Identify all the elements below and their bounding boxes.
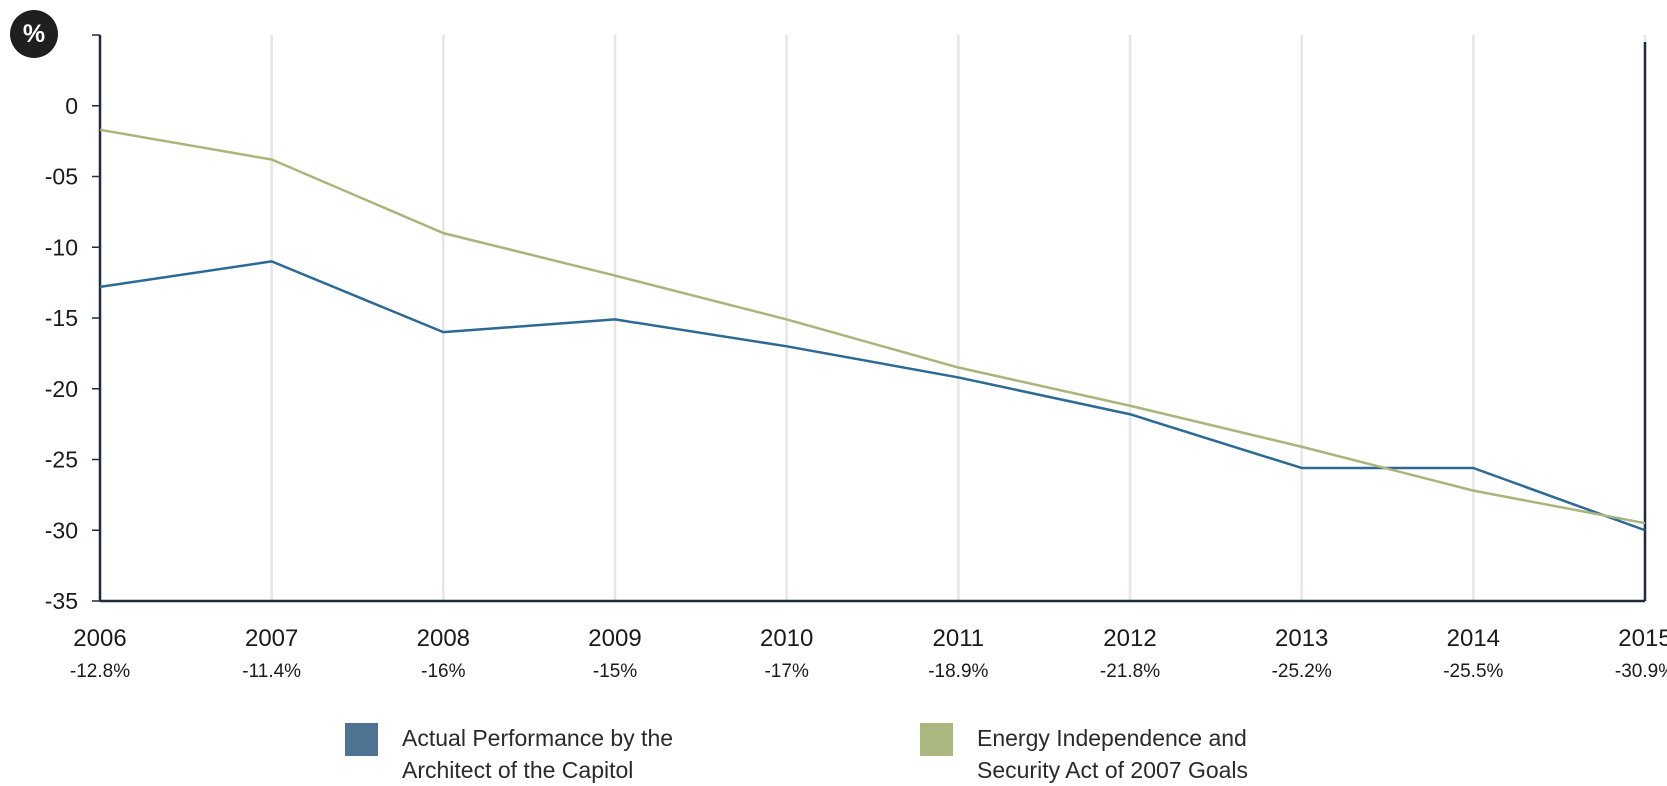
y-tick-label-3: -15 (45, 305, 78, 331)
y-tick-label-7: -35 (45, 588, 78, 614)
legend-item-goals: Energy Independence and Security Act of … (920, 722, 1248, 786)
x-tick-label-2008: 2008 (417, 625, 470, 652)
x-sublabel-2011: -18.9% (928, 661, 988, 682)
legend-label-goals: Energy Independence and Security Act of … (977, 722, 1248, 786)
x-sublabel-2010: -17% (764, 661, 808, 682)
percent-badge: % (10, 10, 58, 58)
legend-label-actual-line1: Actual Performance by the (402, 725, 674, 751)
legend-label-actual-line2: Architect of the Capitol (402, 757, 634, 783)
series-line-goals (99, 128, 1646, 525)
x-tick-label-2012: 2012 (1103, 625, 1156, 652)
x-tick-label-2013: 2013 (1275, 625, 1328, 652)
legend-label-goals-line2: Security Act of 2007 Goals (977, 757, 1249, 783)
x-sublabel-2013: -25.2% (1272, 661, 1332, 682)
x-sublabel-2009: -15% (593, 661, 637, 682)
y-tick-label-0: 0 (65, 93, 78, 119)
y-tick-label-4: -20 (45, 376, 78, 402)
series-line-actual (99, 260, 1646, 532)
x-sublabel-2006: -12.8% (70, 661, 130, 682)
x-tick-label-2010: 2010 (760, 625, 813, 652)
y-tick-label-5: -25 (45, 447, 78, 473)
x-tick-label-2014: 2014 (1447, 625, 1500, 652)
x-tick-label-2009: 2009 (588, 625, 641, 652)
x-sublabel-2007: -11.4% (242, 661, 301, 682)
x-sublabel-2012: -21.8% (1100, 661, 1160, 682)
legend-swatch-goals (920, 723, 953, 756)
y-tick-label-6: -30 (45, 517, 78, 543)
legend-swatch-actual (345, 723, 378, 756)
legend-label-goals-line1: Energy Independence and (977, 725, 1247, 751)
y-tick-label-2: -10 (45, 234, 78, 260)
x-tick-label-2015: 2015 (1618, 625, 1667, 652)
x-tick-label-2007: 2007 (245, 625, 298, 652)
x-sublabel-2015: -30.9% (1615, 661, 1667, 682)
y-tick-label-1: -05 (45, 164, 78, 190)
x-tick-label-2011: 2011 (933, 625, 985, 652)
legend-label-actual: Actual Performance by the Architect of t… (402, 722, 673, 786)
x-sublabel-2008: -16% (421, 661, 465, 682)
x-sublabel-2014: -25.5% (1443, 661, 1503, 682)
x-tick-label-2006: 2006 (73, 625, 126, 652)
legend-item-actual: Actual Performance by the Architect of t… (345, 722, 673, 786)
